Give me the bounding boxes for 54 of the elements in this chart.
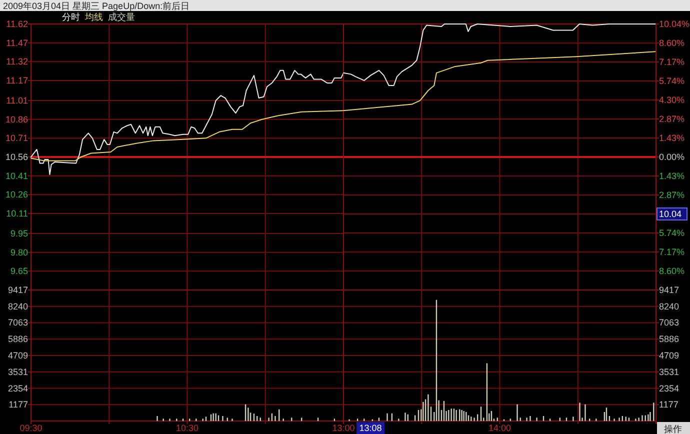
y-tick-label: 9417 <box>8 285 28 295</box>
y-tick-label: 10.56 <box>5 152 28 162</box>
y-tick-label: 11.32 <box>6 56 28 67</box>
y2-tick-label: 10.04% <box>659 19 690 29</box>
y-tick-label: 11.17 <box>6 75 28 86</box>
y2-tick-label: 1.43% <box>659 133 685 144</box>
y2-tick-label: 2354 <box>659 383 680 394</box>
y-tick-label: 2354 <box>8 383 28 394</box>
y-tick-label: 4709 <box>8 350 28 360</box>
text: 分时 <box>62 12 80 22</box>
y-tick-label: 10.71 <box>5 133 28 144</box>
y2-tick-label: 8.60% <box>659 38 685 48</box>
y-tick-label: 11.62 <box>6 19 28 29</box>
x-tick-label: 10:30 <box>176 423 199 433</box>
chart-title: 2009年03月04日 星期三 PageUp/Down:前后日 <box>3 1 190 11</box>
y-tick-label: 8240 <box>8 301 28 312</box>
y2-tick-label: 2.87% <box>659 114 685 124</box>
y-tick-label: 11.01 <box>6 96 28 106</box>
y-tick-label: 10.86 <box>5 114 28 124</box>
y-tick-label: 9.95 <box>10 228 28 239</box>
y-tick-label: 5886 <box>8 334 28 344</box>
y2-tick-label: 7.17% <box>659 246 685 257</box>
y-tick-label: 1177 <box>8 400 28 410</box>
y2-tick-label: 8240 <box>659 301 680 312</box>
x-tick-label: 09:30 <box>20 423 42 433</box>
y2-tick-label: 7.17% <box>659 57 685 68</box>
y-tick-label: 7063 <box>8 318 28 328</box>
y-tick-label: 10.41 <box>5 170 28 181</box>
text: 成交量 <box>108 12 135 22</box>
y2-tick-label: 7063 <box>659 318 680 328</box>
y2-tick-label: 0.00% <box>659 152 685 162</box>
text: 操作 <box>664 424 682 434</box>
y2-tick-label: 8.60% <box>659 266 685 276</box>
y-tick-label: 11.47 <box>6 38 28 48</box>
y2-tick-label: 3531 <box>659 366 680 377</box>
y2-tick-label: 1.43% <box>659 170 685 181</box>
text: 13:08 <box>359 423 382 433</box>
y2-tick-label: 9417 <box>659 285 680 295</box>
y2-tick-label: 1177 <box>659 400 678 410</box>
y2-tick-label: 5.74% <box>659 228 685 238</box>
y-tick-label: 9.65 <box>10 266 28 276</box>
y2-tick-label: 5886 <box>659 334 680 344</box>
x-tick-label: 14:00 <box>488 423 512 433</box>
y2-tick-label: 4.30% <box>659 95 685 106</box>
y2-tick-label: 5.74% <box>659 76 685 86</box>
y-tick-label: 9.80 <box>10 247 28 258</box>
y-tick-label: 10.26 <box>5 190 28 200</box>
y-tick-label: 10.11 <box>6 208 28 218</box>
y2-tick-label: 4709 <box>659 350 680 360</box>
text: 均线 <box>84 12 103 22</box>
x-tick-label: 13:00 <box>332 423 355 433</box>
y-tick-label: 3531 <box>8 366 28 377</box>
text: 10.04 <box>659 208 682 219</box>
y2-tick-label: 2.87% <box>659 190 685 200</box>
